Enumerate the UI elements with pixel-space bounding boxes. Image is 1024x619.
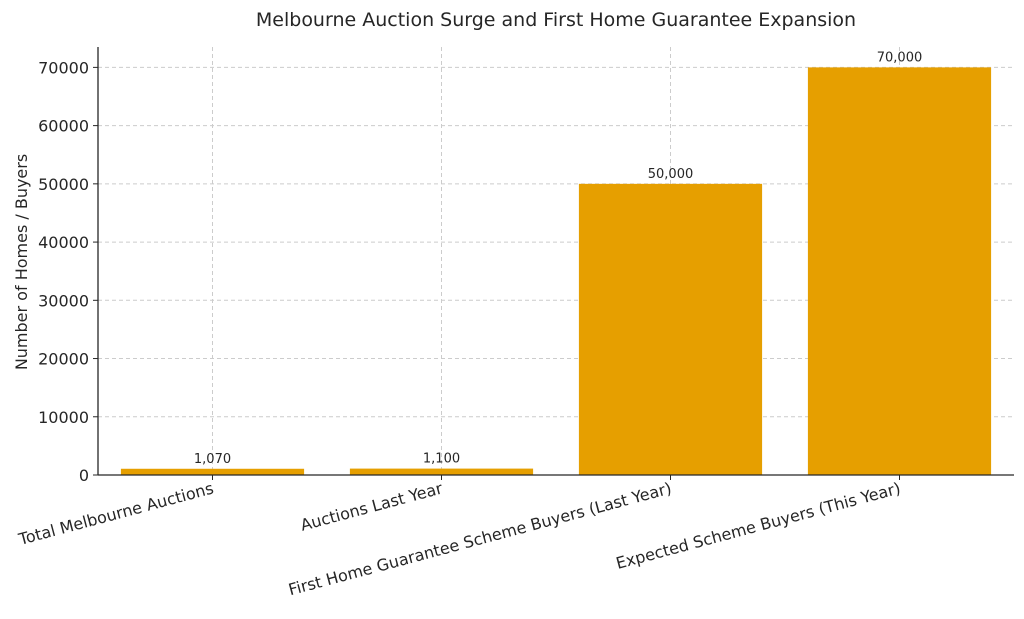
- y-tick-label: 70000: [38, 58, 89, 77]
- bar: [120, 468, 305, 475]
- x-tick-label: First Home Guarantee Scheme Buyers (Last…: [286, 479, 673, 600]
- bar-data-label: 1,070: [194, 452, 231, 467]
- y-tick-label: 50000: [38, 175, 89, 194]
- bar: [578, 183, 763, 475]
- bar-data-label: 70,000: [877, 50, 923, 65]
- x-tick-label: Auctions Last Year: [298, 478, 445, 534]
- y-tick-label: 60000: [38, 117, 89, 136]
- bar: [807, 67, 992, 475]
- axes-layer: [93, 47, 1014, 480]
- bars-layer: [120, 67, 992, 475]
- y-tick-label: 0: [79, 466, 89, 485]
- y-tick-label: 40000: [38, 233, 89, 252]
- y-axis-label: Number of Homes / Buyers: [12, 154, 31, 370]
- chart-title: Melbourne Auction Surge and First Home G…: [256, 9, 856, 31]
- bar: [349, 468, 534, 475]
- bar-data-label: 50,000: [648, 167, 694, 182]
- y-tick-label: 30000: [38, 291, 89, 310]
- labels-layer: 0 10000 20000 30000 40000 50000 60000 70000 1,07…: [16, 50, 923, 599]
- bar-data-label: 1,100: [423, 452, 460, 467]
- y-tick-label: 10000: [38, 408, 89, 427]
- y-tick-label: 20000: [38, 350, 89, 369]
- x-tick-label: Total Melbourne Auctions: [16, 479, 216, 550]
